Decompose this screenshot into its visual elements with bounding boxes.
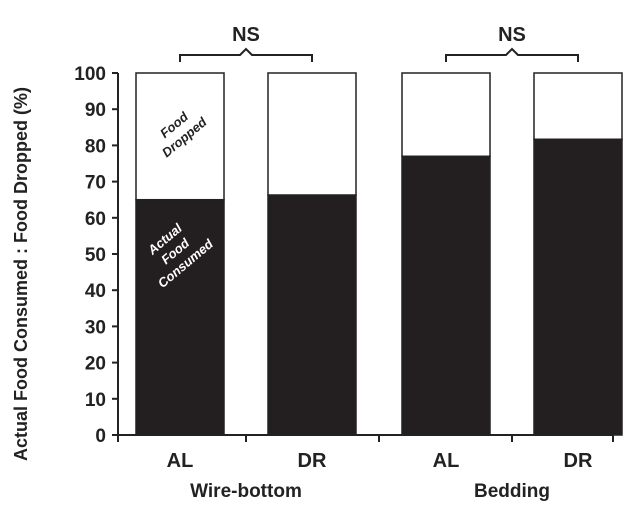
y-tick-label: 30 [85,317,106,338]
x-category-label: DR [564,450,593,472]
y-axis-label: Actual Food Consumed : Food Dropped (%) [11,87,31,461]
y-tick-label: 20 [85,354,106,375]
bar-consumed-1 [267,194,357,436]
significance-label: NS [232,24,260,46]
x-category-label: AL [433,450,460,472]
x-category-label: AL [167,450,194,472]
y-tick-label: 100 [74,64,106,85]
y-tick-label: 90 [85,100,106,121]
y-tick-label: 70 [85,173,106,194]
y-tick-label: 80 [85,136,106,157]
y-tick-label: 40 [85,281,106,302]
group-label: Wire-bottom [190,481,302,502]
significance-label: NS [498,24,526,46]
bars [135,72,623,436]
bar-dropped-2 [401,72,491,158]
y-tick-label: 0 [95,426,106,447]
y-tick-label: 60 [85,209,106,230]
significance-bracket [179,47,313,62]
significance-bracket [445,47,579,62]
y-tick-label: 50 [85,245,106,266]
bar-dropped-1 [267,72,357,196]
bar-dropped-3 [533,72,623,140]
bar-consumed-2 [401,155,491,436]
x-category-label: DR [298,450,327,472]
axes: 0 10 20 30 40 50 60 70 80 90 100 [74,64,614,447]
bar-consumed-3 [533,138,623,436]
y-tick-label: 10 [85,390,106,411]
group-label: Bedding [474,481,550,502]
bar-dropped-0 [135,72,225,201]
